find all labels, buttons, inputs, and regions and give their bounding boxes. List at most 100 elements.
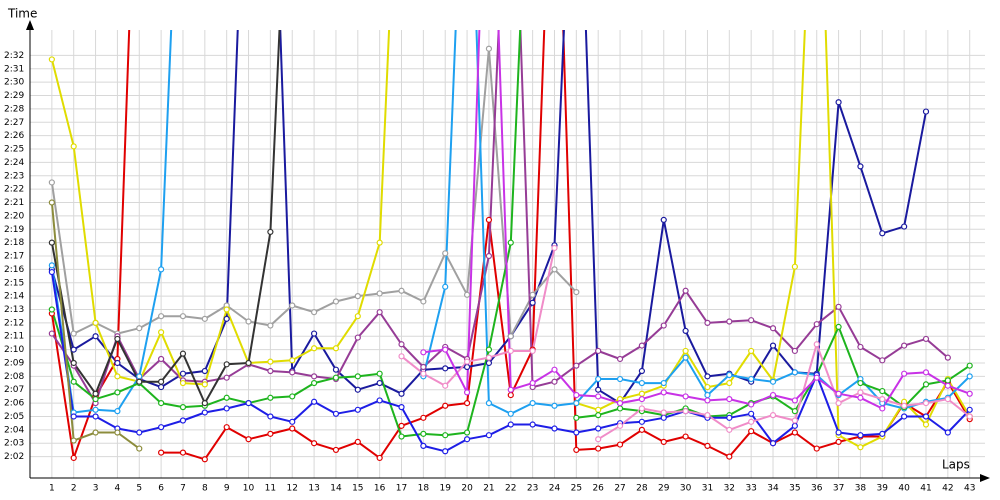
data-point bbox=[901, 413, 908, 420]
data-point bbox=[223, 394, 230, 401]
data-point bbox=[289, 357, 296, 364]
data-point bbox=[267, 413, 274, 420]
data-point bbox=[638, 390, 645, 397]
data-point bbox=[376, 397, 383, 404]
data-point bbox=[835, 390, 842, 397]
data-point bbox=[879, 430, 886, 437]
data-point bbox=[376, 239, 383, 246]
data-point bbox=[616, 355, 624, 363]
data-point bbox=[638, 379, 645, 387]
data-point bbox=[813, 445, 820, 452]
x-tick-label: 8 bbox=[202, 484, 208, 494]
data-point bbox=[573, 414, 580, 421]
data-point bbox=[879, 230, 886, 237]
data-point bbox=[595, 436, 602, 443]
data-point bbox=[857, 379, 864, 387]
data-point bbox=[595, 393, 602, 400]
y-axis-title: Time bbox=[7, 7, 37, 21]
x-tick-label: 7 bbox=[180, 484, 186, 494]
y-tick-label: 2:04 bbox=[4, 425, 24, 435]
data-point bbox=[442, 346, 449, 353]
data-point bbox=[704, 397, 711, 404]
data-point bbox=[595, 445, 602, 452]
data-point bbox=[354, 386, 361, 393]
data-point bbox=[966, 373, 973, 380]
data-point bbox=[791, 369, 798, 376]
data-point bbox=[791, 422, 798, 429]
data-point bbox=[551, 402, 558, 409]
data-point bbox=[398, 287, 405, 294]
data-point bbox=[595, 347, 602, 355]
data-point bbox=[179, 417, 187, 424]
data-point bbox=[901, 223, 908, 230]
data-point bbox=[179, 350, 187, 357]
x-tick-label: 11 bbox=[265, 484, 276, 494]
x-tick-label: 27 bbox=[614, 484, 625, 494]
data-point bbox=[398, 433, 405, 440]
x-tick-label: 20 bbox=[461, 484, 473, 494]
data-point bbox=[289, 418, 296, 425]
y-tick-label: 2:20 bbox=[4, 211, 24, 221]
y-tick-label: 2:31 bbox=[4, 64, 24, 74]
data-point bbox=[245, 400, 252, 407]
data-point bbox=[944, 377, 951, 384]
data-point bbox=[223, 361, 230, 368]
data-point bbox=[857, 444, 864, 451]
data-point bbox=[70, 359, 77, 367]
data-point bbox=[966, 406, 973, 413]
data-point bbox=[92, 429, 99, 436]
data-point bbox=[769, 325, 777, 332]
data-point bbox=[463, 291, 471, 298]
data-point bbox=[48, 306, 55, 313]
data-point bbox=[114, 429, 121, 436]
data-point bbox=[682, 347, 689, 355]
data-point bbox=[376, 290, 383, 297]
x-tick-label: 15 bbox=[352, 484, 363, 494]
data-point bbox=[922, 381, 930, 388]
data-point bbox=[289, 302, 296, 309]
data-point bbox=[879, 395, 886, 403]
y-tick-label: 2:30 bbox=[4, 78, 24, 88]
data-point bbox=[879, 387, 886, 395]
data-point bbox=[616, 405, 624, 412]
data-point bbox=[835, 438, 842, 445]
x-tick-label: 32 bbox=[724, 484, 735, 494]
data-point bbox=[704, 319, 711, 326]
data-point bbox=[136, 445, 143, 452]
data-point bbox=[507, 391, 514, 399]
y-tick-label: 2:32 bbox=[4, 51, 24, 61]
data-point bbox=[660, 379, 667, 387]
data-point bbox=[310, 345, 318, 352]
data-point bbox=[638, 342, 645, 349]
data-point bbox=[595, 412, 602, 419]
data-point bbox=[791, 263, 798, 270]
data-point bbox=[769, 342, 777, 349]
data-point bbox=[748, 347, 755, 355]
x-tick-label: 4 bbox=[115, 484, 121, 494]
data-point bbox=[442, 382, 449, 389]
data-point bbox=[595, 406, 602, 413]
data-point bbox=[726, 395, 733, 403]
data-point bbox=[92, 333, 99, 340]
data-point bbox=[158, 378, 165, 385]
data-point bbox=[507, 239, 514, 246]
data-point bbox=[354, 406, 361, 413]
data-point bbox=[660, 389, 667, 396]
data-point bbox=[704, 442, 711, 450]
data-point bbox=[179, 449, 187, 456]
data-point bbox=[638, 405, 645, 412]
data-point bbox=[835, 323, 842, 330]
data-point bbox=[748, 418, 755, 425]
x-tick-label: 39 bbox=[877, 484, 889, 494]
data-point bbox=[879, 405, 886, 412]
y-tick-label: 2:12 bbox=[4, 318, 24, 328]
data-point bbox=[966, 390, 973, 397]
data-point bbox=[70, 454, 77, 462]
series-line bbox=[51, 30, 949, 405]
x-tick-label: 36 bbox=[811, 484, 823, 494]
data-point bbox=[245, 436, 252, 443]
data-point bbox=[616, 400, 624, 407]
data-point bbox=[332, 374, 340, 381]
data-point bbox=[245, 318, 252, 325]
data-point bbox=[114, 359, 121, 367]
